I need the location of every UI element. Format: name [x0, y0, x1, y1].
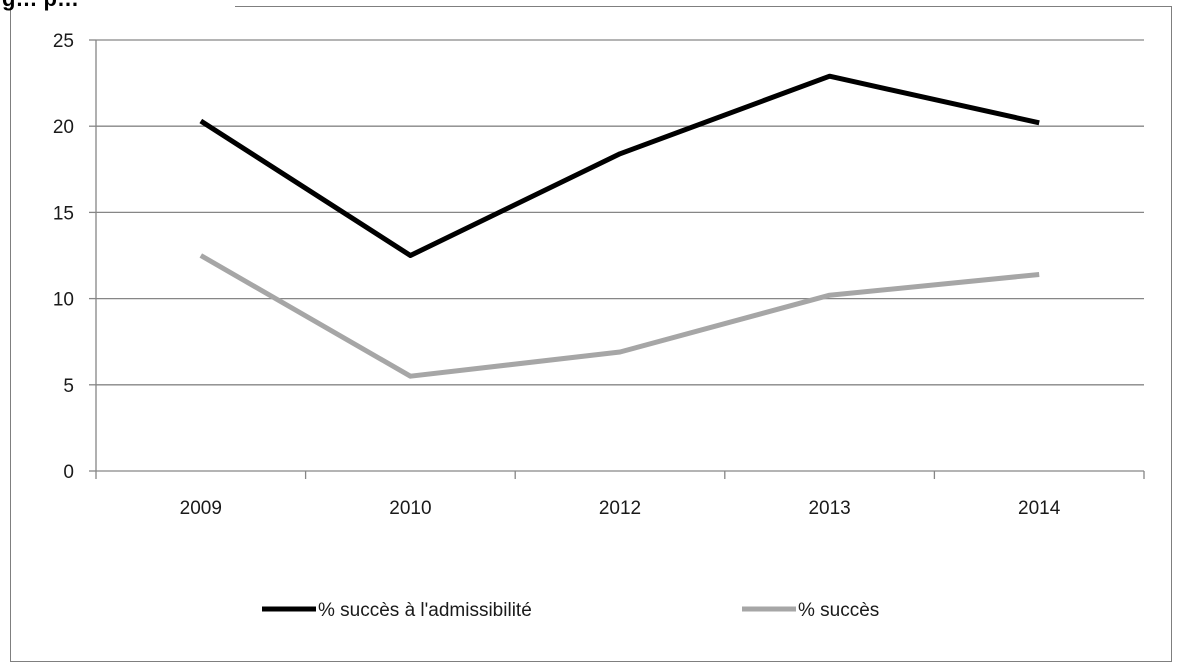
y-tick-label: 0 [63, 462, 74, 483]
y-tick-label: 5 [63, 376, 74, 397]
x-tick-label: 2012 [599, 498, 641, 519]
y-tick-label: 20 [53, 117, 74, 138]
series-line-1 [199, 73, 1040, 258]
chart-title-area: g… p… [0, 0, 235, 11]
legend-label-1: % succès à l'admissibilité [318, 600, 532, 621]
tick-labels: 0 5 10 15 20 25 2009 2010 2012 2013 2014 [53, 31, 1061, 519]
x-tick-label: 2010 [389, 498, 431, 519]
x-tick-label: 2009 [180, 498, 222, 519]
gridlines [96, 39, 1144, 386]
y-tick-label: 25 [53, 31, 74, 52]
y-tick-label: 15 [53, 203, 74, 224]
chart-frame [10, 6, 1172, 662]
series-line-2 [199, 253, 1040, 379]
axes [89, 39, 1145, 479]
y-tick-label: 10 [53, 290, 74, 311]
legend: % succès à l'admissibilité % succès [262, 600, 879, 621]
series-lines [199, 73, 1040, 379]
legend-label-2: % succès [798, 600, 879, 621]
chart-title-fragment: g… p… [2, 0, 79, 11]
x-tick-label: 2014 [1018, 498, 1061, 519]
x-tick-label: 2013 [808, 498, 850, 519]
